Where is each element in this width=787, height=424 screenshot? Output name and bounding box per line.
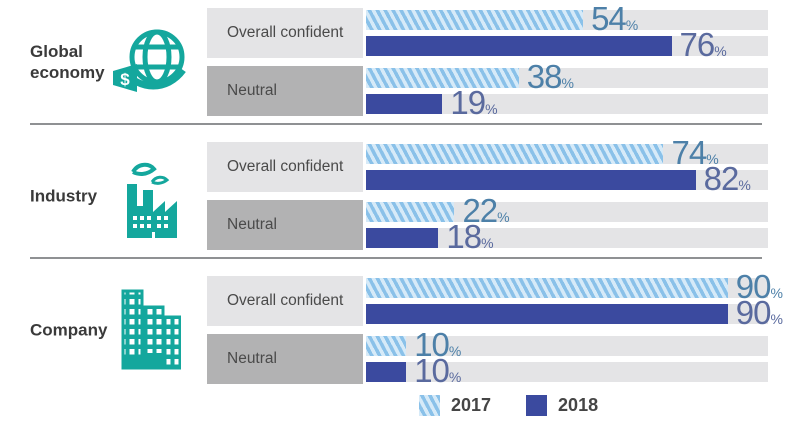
value-label-2017: 10% — [414, 326, 462, 363]
bar-track-2017: 22% — [366, 194, 768, 227]
bar-track-2017: 74% — [366, 136, 768, 169]
bar-2017 — [366, 144, 664, 164]
bar-2018 — [366, 94, 443, 114]
bar-track-2018: 19% — [366, 86, 768, 119]
bar-2018 — [366, 362, 407, 382]
row-label: Overall confident — [227, 292, 344, 309]
bar-track-2017: 38% — [366, 60, 768, 93]
bar-2018 — [366, 170, 696, 190]
legend-label: 2017 — [451, 395, 492, 415]
bar-2018 — [366, 228, 439, 248]
bar-track-2017: 54% — [366, 2, 768, 35]
row-neutral: Neutral — [207, 334, 363, 384]
section-divider — [30, 123, 762, 125]
row-label: Neutral — [227, 216, 277, 233]
row-label: Neutral — [227, 82, 277, 99]
section-rows: Overall confident 54% 76% Neutral 38% — [207, 2, 787, 119]
value-label-2017: 38% — [526, 58, 574, 95]
bar-group: 38% 19% — [366, 60, 786, 119]
row-label: Overall confident — [227, 158, 344, 175]
section-company: Company Overall confident — [0, 270, 787, 387]
bar-group: 90% 90% — [366, 270, 786, 329]
bar-track-2018: 76% — [366, 28, 768, 61]
svg-text:$: $ — [120, 70, 130, 89]
bar-group: 10% 10% — [366, 328, 786, 387]
legend-item-2017: 2017 — [419, 395, 491, 416]
legend-swatch-2017 — [419, 395, 440, 416]
bar-2017 — [366, 336, 407, 356]
value-label-2018: 19% — [450, 84, 498, 121]
legend: 2017 2018 — [419, 395, 598, 416]
globe-dollar-icon: $ — [113, 29, 186, 92]
row-overall-confident: Overall confident — [207, 142, 363, 192]
row-neutral: Neutral — [207, 66, 363, 116]
bar-group: 22% 18% — [366, 194, 786, 253]
row-label: Neutral — [227, 350, 277, 367]
bar-track-2017: 10% — [366, 328, 768, 361]
value-label-2017: 54% — [591, 0, 639, 37]
bar-track-2018: 90% — [366, 296, 783, 329]
bar-2017 — [366, 10, 584, 30]
section-divider — [30, 257, 762, 259]
legend-item-2018: 2018 — [526, 395, 598, 416]
bar-group: 54% 76% — [366, 2, 786, 61]
bar-2018 — [366, 304, 728, 324]
value-label-2018: 10% — [414, 352, 462, 389]
section-title: Company — [30, 320, 108, 340]
legend-swatch-2018 — [526, 395, 548, 416]
bar-group: 74% 82% — [366, 136, 786, 195]
bar-2017 — [366, 68, 519, 88]
bar-2018 — [366, 36, 672, 56]
value-label-2017: 74% — [671, 134, 719, 171]
row-overall-confident: Overall confident — [207, 8, 363, 58]
bar-track-2018: 82% — [366, 162, 768, 195]
buildings-icon — [110, 280, 190, 380]
value-label-2018: 90% — [735, 294, 783, 331]
buildings-icon — [121, 289, 181, 370]
section-rows: Overall confident 90% 90% Neutral 10% — [207, 270, 787, 387]
row-overall-confident: Overall confident — [207, 276, 363, 326]
value-label-2018: 18% — [446, 218, 494, 255]
section-title: Global economy — [30, 41, 105, 82]
section-global-economy: Global economy $ Overall confident — [0, 2, 787, 119]
bar-track-2018: 18% — [366, 220, 768, 253]
value-label-2017: 22% — [462, 192, 510, 229]
factory-icon — [127, 162, 177, 238]
row-neutral: Neutral — [207, 200, 363, 250]
factory-icon — [110, 146, 190, 246]
bar-2017 — [366, 278, 728, 298]
legend-label: 2018 — [558, 395, 599, 415]
value-label-2018: 76% — [679, 26, 727, 63]
row-label: Overall confident — [227, 24, 344, 41]
section-title: Industry — [30, 186, 98, 206]
bar-track-2018: 10% — [366, 354, 768, 387]
value-label-2017: 90% — [735, 268, 783, 305]
section-industry: Industry Overall confident — [0, 136, 787, 253]
globe-dollar-icon: $ — [110, 12, 190, 112]
bar-2017 — [366, 202, 455, 222]
bar-track-2017: 90% — [366, 270, 783, 303]
value-label-2018: 82% — [703, 160, 751, 197]
section-rows: Overall confident 74% 82% Neutral 22% — [207, 136, 787, 253]
